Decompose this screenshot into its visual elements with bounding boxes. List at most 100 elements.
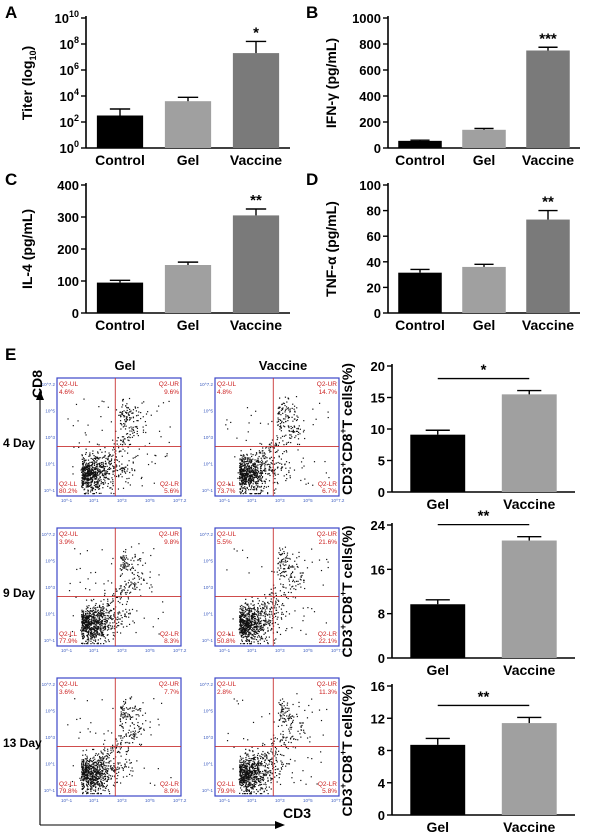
flow-event-dot: [107, 485, 109, 487]
flow-event-dot: [260, 620, 262, 622]
flow-event-dot: [250, 493, 252, 495]
flow-event-dot: [86, 635, 89, 637]
flow-event-dot: [112, 748, 114, 750]
flow-event-dot: [93, 763, 95, 765]
flow-event-dot: [303, 579, 305, 581]
flow-event-dot: [93, 622, 96, 624]
flow-event-dot: [245, 631, 247, 634]
flow-event-dot: [280, 575, 282, 577]
flow-event-dot: [111, 455, 113, 457]
flow-event-dot: [106, 471, 109, 473]
flow-event-dot: [122, 441, 124, 443]
flow-event-dot: [122, 414, 124, 417]
flow-event-dot: [93, 464, 96, 466]
flow-y-tick: 10^3: [45, 435, 55, 440]
flow-event-dot: [139, 560, 142, 562]
flow-event-dot: [250, 414, 252, 417]
flow-event-dot: [248, 611, 250, 613]
flow-event-dot: [91, 778, 93, 780]
flow-event-dot: [284, 409, 287, 411]
flow-event-dot: [255, 776, 257, 778]
panel-letter-e: E: [5, 345, 16, 364]
flow-event-dot: [127, 482, 129, 484]
flow-event-dot: [83, 786, 85, 788]
flow-event-dot: [250, 471, 252, 473]
flow-event-dot: [248, 481, 250, 483]
flow-event-dot: [86, 625, 88, 628]
flow-event-dot: [93, 613, 95, 615]
flow-event-dot: [131, 775, 133, 777]
flow-row-label: 4 Day: [3, 436, 35, 450]
flow-event-dot: [102, 763, 104, 765]
flow-event-dot: [242, 483, 244, 485]
flow-event-dot: [261, 459, 263, 461]
flow-event-dot: [149, 576, 151, 579]
flow-event-dot: [97, 606, 99, 608]
flow-event-dot: [94, 469, 97, 471]
flow-x-tick: 10^1: [89, 498, 99, 503]
flow-event-dot: [266, 767, 268, 769]
flow-event-dot: [128, 564, 130, 566]
flow-event-dot: [84, 624, 86, 626]
flow-event-dot: [269, 608, 271, 610]
flow-event-dot: [122, 730, 124, 732]
flow-event-dot: [81, 620, 83, 623]
flow-event-dot: [104, 627, 106, 629]
flow-event-dot: [130, 559, 132, 561]
flow-event-dot: [108, 473, 111, 475]
flow-event-dot: [289, 411, 291, 413]
flow-event-dot: [108, 452, 110, 454]
flow-event-dot: [257, 467, 259, 469]
flow-event-dot: [252, 613, 255, 615]
flow-event-dot: [118, 735, 120, 737]
flow-event-dot: [101, 767, 104, 769]
flow-event-dot: [92, 478, 94, 480]
flow-event-dot: [245, 762, 247, 764]
flow-event-dot: [101, 633, 103, 635]
flow-event-dot: [95, 786, 97, 789]
flow-event-dot: [90, 614, 92, 616]
flow-event-dot: [104, 626, 106, 628]
flow-event-dot: [241, 636, 243, 638]
flow-event-dot: [254, 609, 256, 611]
flow-event-dot: [250, 470, 252, 472]
flow-event-dot: [277, 419, 279, 421]
flow-event-dot: [97, 787, 100, 790]
flow-event-dot: [291, 576, 293, 578]
flow-event-dot: [96, 629, 98, 631]
flow-event-dot: [242, 643, 244, 645]
flow-event-dot: [292, 430, 294, 433]
flow-event-dot: [253, 613, 256, 616]
flow-event-dot: [275, 638, 277, 640]
flow-event-dot: [286, 552, 289, 554]
flow-event-dot: [120, 587, 122, 589]
flow-event-dot: [251, 634, 253, 636]
flow-event-dot: [128, 586, 130, 588]
flow-event-dot: [120, 764, 122, 767]
flow-event-dot: [241, 476, 243, 478]
flow-event-dot: [254, 777, 256, 779]
flow-event-dot: [254, 471, 256, 474]
flow-event-dot: [83, 629, 85, 631]
flow-event-dot: [254, 476, 256, 478]
flow-event-dot: [95, 473, 97, 475]
flow-event-dot: [87, 766, 89, 768]
flow-event-dot: [291, 571, 294, 574]
flow-event-dot: [101, 463, 103, 466]
flow-event-dot: [91, 763, 93, 766]
flow-event-dot: [151, 591, 153, 593]
flow-event-dot: [247, 473, 250, 475]
flow-event-dot: [94, 461, 96, 463]
flow-event-dot: [286, 451, 288, 453]
flow-event-dot: [85, 486, 87, 488]
flow-event-dot: [267, 759, 270, 761]
flow-event-dot: [116, 740, 118, 742]
flow-event-dot: [92, 628, 94, 631]
flow-event-dot: [244, 615, 247, 617]
flow-event-dot: [89, 612, 92, 614]
flow-event-dot: [257, 633, 259, 635]
flow-event-dot: [243, 615, 245, 617]
flow-event-dot: [254, 623, 256, 625]
flow-event-dot: [98, 627, 100, 629]
flow-event-dot: [95, 779, 97, 781]
